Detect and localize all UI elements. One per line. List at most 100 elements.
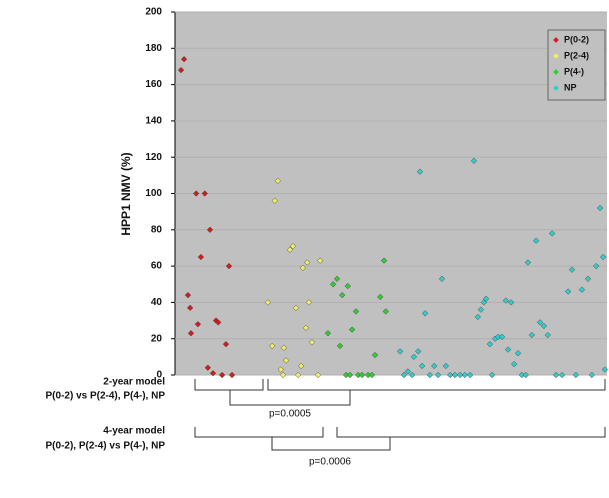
point: [269, 342, 276, 350]
legend-label: NP: [564, 82, 577, 92]
point: [544, 331, 551, 339]
point: [418, 362, 426, 370]
point: [215, 319, 222, 326]
point: [324, 330, 332, 337]
y-tick-label: 40: [151, 297, 163, 308]
point: [204, 364, 211, 371]
point: [507, 299, 515, 306]
annotations: 2-year model P(0-2) vs P(2-4), P(4-), NP…: [46, 377, 606, 468]
y-tick-label: 100: [145, 188, 162, 199]
point: [333, 275, 341, 282]
point: [274, 177, 281, 184]
point: [206, 226, 214, 233]
point: [222, 341, 230, 348]
annotation: P(0-2), P(2-4) vs P(4-), NP: [46, 441, 166, 452]
point: [461, 371, 468, 379]
point: [415, 348, 422, 355]
annotation: p=0.0005: [269, 409, 311, 420]
point: [308, 339, 316, 346]
point: [518, 371, 526, 379]
point: [289, 243, 297, 250]
point: [431, 362, 438, 370]
point: [277, 366, 284, 373]
point: [368, 371, 376, 379]
y-tick-label: 0: [156, 370, 162, 381]
point: [584, 275, 592, 282]
point: [218, 371, 226, 379]
point: [209, 370, 217, 377]
point: [482, 295, 490, 302]
point: [336, 342, 344, 350]
point: [346, 371, 354, 379]
point: [352, 308, 360, 315]
point: [524, 259, 532, 266]
point: [187, 330, 195, 337]
bracket: [336, 427, 606, 438]
point: [187, 304, 194, 311]
point: [438, 275, 446, 282]
point: [447, 371, 454, 379]
legend-marker: [553, 37, 559, 43]
point: [486, 341, 494, 348]
point: [442, 362, 449, 370]
point: [282, 357, 290, 364]
point: [451, 371, 459, 379]
point: [317, 257, 324, 264]
point: [540, 322, 548, 330]
point: [536, 319, 544, 326]
point: [193, 190, 200, 197]
point: [184, 292, 192, 299]
y-tick-label: 160: [145, 79, 162, 90]
point: [228, 371, 236, 379]
bracket: [194, 379, 264, 391]
point: [578, 286, 586, 293]
point: [225, 262, 233, 270]
legend-label: P(4-): [564, 66, 584, 76]
point: [416, 168, 424, 175]
point: [588, 371, 595, 379]
point: [600, 253, 607, 261]
y-tick-label: 200: [145, 7, 162, 18]
bracket: [194, 427, 324, 438]
point: [279, 371, 287, 379]
annotation: 2-year model: [103, 377, 165, 388]
bracket: [267, 379, 606, 391]
bracket: [271, 437, 391, 451]
annotation: p=0.0006: [309, 457, 351, 468]
point: [533, 237, 540, 244]
point: [302, 324, 310, 331]
point: [601, 366, 608, 373]
point: [504, 346, 512, 353]
y-tick-label: 20: [151, 333, 163, 344]
point: [364, 371, 372, 379]
point: [382, 308, 389, 315]
point: [488, 371, 496, 379]
point: [514, 350, 522, 357]
point: [349, 326, 356, 333]
point: [194, 321, 202, 328]
point: [568, 266, 576, 273]
point: [457, 371, 464, 379]
point: [522, 371, 529, 379]
point: [549, 230, 556, 237]
point: [422, 310, 429, 317]
point: [434, 371, 442, 379]
annotation: 4-year model: [103, 426, 165, 437]
point: [201, 190, 208, 197]
point: [596, 204, 604, 212]
point: [470, 157, 478, 164]
point: [292, 304, 300, 311]
annotation: P(0-2) vs P(2-4), P(4-), NP: [46, 391, 166, 402]
point: [565, 288, 572, 295]
point: [377, 293, 384, 301]
point: [295, 371, 302, 379]
point: [271, 197, 278, 204]
point: [371, 351, 379, 359]
point: [304, 259, 311, 266]
point: [358, 371, 366, 379]
point: [409, 371, 416, 379]
point: [344, 282, 351, 290]
point: [396, 348, 404, 355]
legend-marker: [553, 69, 559, 75]
